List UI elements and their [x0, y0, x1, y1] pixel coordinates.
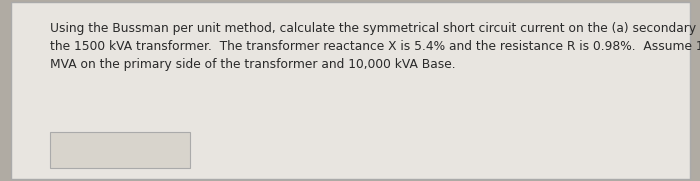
FancyBboxPatch shape [50, 132, 190, 168]
FancyBboxPatch shape [10, 2, 690, 179]
Text: Using the Bussman per unit method, calculate the symmetrical short circuit curre: Using the Bussman per unit method, calcu… [50, 22, 700, 71]
